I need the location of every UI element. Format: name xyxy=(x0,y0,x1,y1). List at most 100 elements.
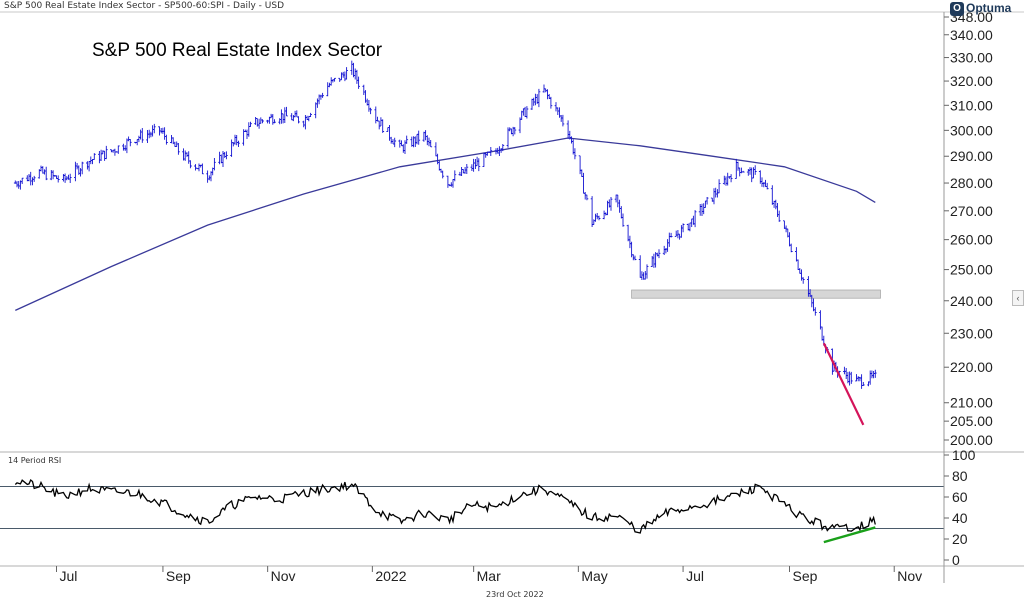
price-bar xyxy=(861,382,865,386)
price-bar xyxy=(700,203,704,216)
price-bar xyxy=(554,102,558,112)
price-bar xyxy=(470,164,474,171)
price-bar xyxy=(353,68,357,80)
price-bar xyxy=(506,127,510,148)
price-bar xyxy=(140,128,144,143)
price-bar xyxy=(391,139,395,145)
price-bar xyxy=(151,125,154,137)
price-tick-label: 320.00 xyxy=(950,73,993,89)
price-bar xyxy=(774,199,778,210)
price-bar xyxy=(223,152,227,158)
price-bar xyxy=(843,366,846,375)
price-tick-label: 250.00 xyxy=(950,262,993,278)
price-bar xyxy=(15,181,19,188)
price-bar xyxy=(573,148,577,160)
price-bar xyxy=(549,96,553,109)
price-panel xyxy=(13,60,881,426)
price-bar xyxy=(87,160,91,172)
price-bar xyxy=(319,94,323,100)
price-bar xyxy=(429,140,433,148)
price-bar xyxy=(748,167,752,175)
x-tick-label: Jul xyxy=(59,568,77,584)
price-bar xyxy=(752,167,755,179)
price-bar xyxy=(415,133,419,145)
price-bar xyxy=(631,254,635,261)
price-bar xyxy=(247,122,251,137)
price-bar xyxy=(621,213,625,227)
price-bar xyxy=(783,220,786,229)
price-bar xyxy=(681,223,685,233)
price-bar xyxy=(626,224,630,242)
price-bar xyxy=(777,210,781,222)
price-bar xyxy=(590,196,594,227)
price-bar xyxy=(741,170,745,173)
price-bar xyxy=(17,181,21,189)
price-bar xyxy=(800,269,803,281)
price-bar xyxy=(872,371,875,379)
price-bar xyxy=(453,170,457,182)
price-bar xyxy=(688,222,692,232)
price-tick-label: 270.00 xyxy=(950,203,993,219)
price-bar xyxy=(578,155,582,175)
price-bar xyxy=(31,177,34,186)
price-bar xyxy=(237,140,240,147)
price-bar xyxy=(849,371,853,384)
price-bar xyxy=(705,197,709,205)
rsi-tick-label: 80 xyxy=(952,468,968,484)
price-bar xyxy=(844,368,848,379)
price-bar xyxy=(618,199,621,213)
price-bar xyxy=(367,100,371,112)
price-bar xyxy=(561,114,565,127)
price-bar xyxy=(873,369,877,378)
price-bar xyxy=(602,210,606,220)
price-bar xyxy=(657,249,661,259)
price-bar xyxy=(218,151,221,165)
price-bar xyxy=(645,264,649,279)
price-bar xyxy=(20,177,24,184)
price-bar xyxy=(693,210,697,228)
price-bar xyxy=(868,370,872,385)
price-bar xyxy=(413,136,417,147)
price-bar xyxy=(736,161,740,171)
price-bar xyxy=(137,135,141,143)
price-bar xyxy=(381,119,385,133)
price-bar xyxy=(795,247,798,262)
price-bar xyxy=(362,84,366,95)
price-bar xyxy=(379,117,383,127)
price-bar xyxy=(209,171,213,182)
price-bar xyxy=(530,98,534,110)
x-tick-label: Nov xyxy=(271,568,296,584)
price-bar xyxy=(501,144,505,152)
x-tick-label: 2022 xyxy=(375,568,406,584)
price-bar xyxy=(135,139,139,146)
price-tick-label: 240.00 xyxy=(950,293,993,309)
footer-date: 23rd Oct 2022 xyxy=(486,590,544,599)
chevron-left-icon[interactable]: ‹ xyxy=(1012,290,1024,306)
price-bar xyxy=(819,310,822,330)
price-bar xyxy=(619,206,623,219)
price-bar xyxy=(702,203,706,215)
price-bar xyxy=(51,170,55,180)
brand-name: Optuma xyxy=(966,1,1012,15)
moving-average-line xyxy=(15,137,876,311)
price-bar xyxy=(44,166,48,181)
price-bar xyxy=(582,172,585,194)
price-bar xyxy=(292,115,295,122)
price-bar xyxy=(472,158,475,172)
price-bar xyxy=(698,204,702,216)
price-bar xyxy=(86,161,89,170)
price-bar xyxy=(297,116,300,124)
price-bar xyxy=(403,140,407,154)
price-bar xyxy=(667,232,671,247)
price-bar xyxy=(321,92,324,98)
price-bar xyxy=(474,159,477,169)
price-bar xyxy=(640,271,644,280)
price-tick-label: 280.00 xyxy=(950,175,993,191)
price-bar xyxy=(152,123,156,134)
price-bar xyxy=(128,138,132,147)
price-bar xyxy=(585,194,589,201)
price-bar xyxy=(465,164,469,174)
rsi-panel xyxy=(0,478,944,544)
price-bar xyxy=(285,106,288,117)
